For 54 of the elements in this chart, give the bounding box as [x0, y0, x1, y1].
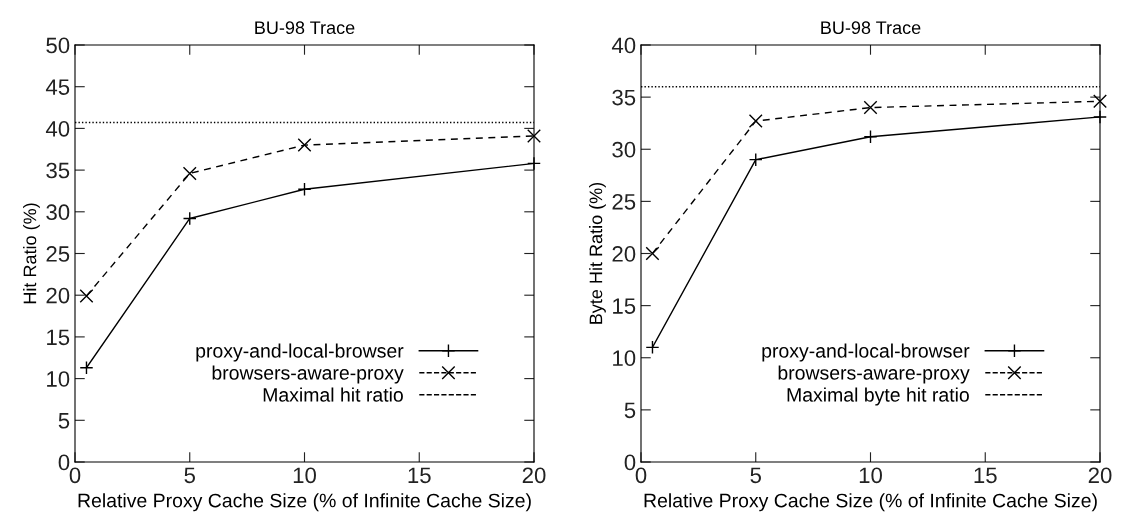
x-tick-label: 15: [408, 467, 431, 484]
point: [182, 166, 197, 181]
y-tick-label: 20: [46, 287, 70, 304]
point: [1093, 94, 1107, 109]
y-axis-title: Byte Hit Ratio (%): [589, 182, 606, 324]
y-tick-label: 45: [45, 79, 70, 95]
chart-title: BU-98 Trace: [821, 21, 921, 35]
legend-label: proxy-and-local-browser: [762, 343, 970, 362]
point: [79, 360, 94, 375]
legend-label: Maximal byte hit ratio: [787, 387, 969, 406]
y-tick-label: 40: [611, 37, 636, 54]
x-tick-label: 0: [69, 467, 81, 484]
y-tick-label: 30: [612, 141, 636, 158]
x-tick-label: 10: [293, 467, 316, 484]
legend-label: browsers-aware-proxy: [778, 365, 970, 384]
point: [297, 138, 312, 153]
y-tick-label: 15: [47, 329, 70, 346]
y-axis-title: Hit Ratio (%): [23, 203, 40, 304]
point: [863, 100, 878, 115]
x-axis-title: Relative Proxy Cache Size (% of Infinite Cache Size): [644, 493, 1097, 512]
y-tick-label: 5: [624, 402, 636, 419]
x-tick-label: 20: [522, 467, 546, 484]
x-tick-label: 5: [184, 467, 195, 484]
point: [527, 128, 541, 143]
point: [79, 289, 94, 303]
y-tick-label: 5: [58, 413, 70, 429]
y-tick-label: 35: [612, 89, 636, 106]
x-tick-label: 0: [635, 467, 647, 484]
point: [645, 340, 660, 355]
x-tick-label: 5: [750, 467, 761, 484]
y-tick-label: 20: [612, 246, 636, 262]
y-tick-label: 40: [45, 120, 70, 137]
point: [748, 114, 763, 129]
y-tick-label: 0: [58, 454, 70, 471]
y-tick-label: 10: [613, 350, 636, 367]
y-tick-label: 15: [613, 298, 636, 314]
y-tick-label: 10: [47, 371, 70, 387]
chart-title: BU-98 Trace: [255, 21, 355, 35]
y-tick-label: 35: [46, 162, 70, 179]
x-tick-label: 10: [859, 467, 882, 484]
x-tick-label: 15: [974, 467, 997, 484]
point: [645, 246, 660, 261]
y-tick-label: 30: [46, 204, 70, 221]
point: [297, 182, 312, 197]
legend-label: Maximal hit ratio: [263, 387, 403, 402]
x-axis-title: Relative Proxy Cache Size (% of Infinite Cache Size): [78, 493, 531, 512]
legend-label: proxy-and-local-browser: [196, 343, 404, 362]
legend-label: browsers-aware-proxy: [212, 365, 404, 384]
y-tick-label: 0: [624, 454, 636, 471]
x-tick-label: 20: [1088, 467, 1112, 484]
y-tick-label: 50: [46, 37, 70, 54]
y-tick-label: 25: [46, 246, 70, 262]
y-tick-label: 25: [612, 193, 636, 210]
point: [182, 211, 197, 226]
